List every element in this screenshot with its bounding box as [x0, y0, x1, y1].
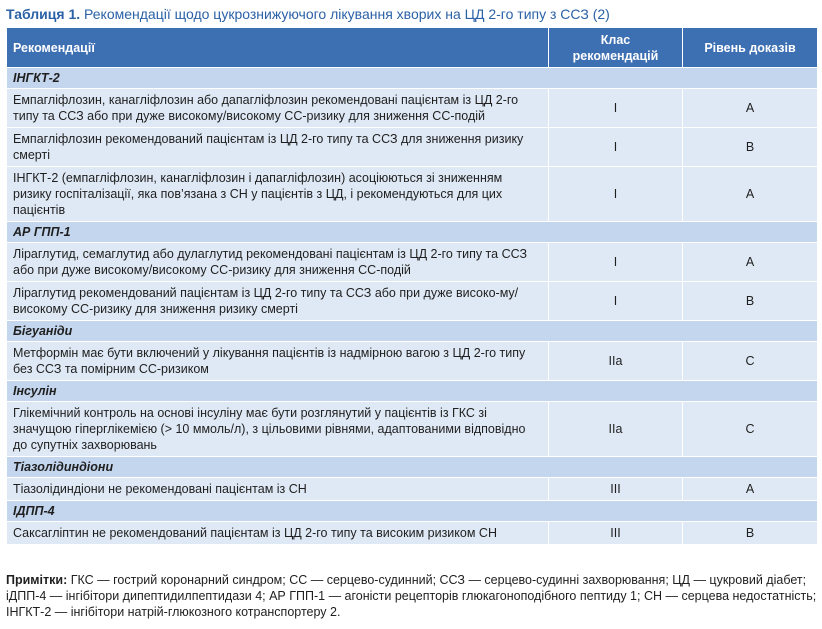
- recommendation-cell: Ліраглутид рекомендований пацієнтам із Ц…: [6, 281, 549, 321]
- table-row: Ліраглутид, семаглутид або дулаглутид ре…: [6, 242, 818, 282]
- section-row: ІНГКТ-2: [6, 67, 818, 89]
- notes-label: Примітки:: [6, 573, 68, 587]
- recommendation-cell: Емпагліфлозин, канагліфлозин або дапаглі…: [6, 88, 549, 128]
- table-row: Глікемічний контроль на основі інсуліну …: [6, 401, 818, 457]
- header-level: Рівень доказів: [682, 27, 818, 68]
- header-class-line2: рекомендацій: [572, 48, 659, 63]
- class-cell: III: [548, 477, 683, 501]
- section-title: ІНГКТ-2: [6, 67, 818, 89]
- header-class: Клас рекомендацій: [548, 27, 683, 68]
- header-class-line1: Клас: [600, 32, 631, 47]
- table-row: Саксагліптин не рекомендований пацієнтам…: [6, 521, 818, 545]
- recommendations-table: Рекомендації Клас рекомендацій Рівень до…: [6, 27, 818, 545]
- section-title: ІДПП-4: [6, 500, 818, 522]
- level-cell: C: [682, 341, 818, 381]
- class-cell: IIa: [548, 341, 683, 381]
- table-row: Емпагліфлозин рекомендований пацієнтам і…: [6, 127, 818, 167]
- notes-text: ГКС — гострий коронарний синдром; СС — с…: [6, 573, 817, 619]
- class-cell: I: [548, 281, 683, 321]
- section-row: АР ГПП-1: [6, 221, 818, 243]
- level-cell: B: [682, 281, 818, 321]
- class-cell: I: [548, 166, 683, 222]
- section-title: Інсулін: [6, 380, 818, 402]
- header-recommendations: Рекомендації: [6, 27, 549, 68]
- class-cell: I: [548, 127, 683, 167]
- table-body: ІНГКТ-2 Емпагліфлозин, канагліфлозин або …: [6, 67, 818, 545]
- table-caption: Таблиця 1. Рекомендації щодо цукрознижую…: [6, 4, 610, 24]
- level-cell: C: [682, 401, 818, 457]
- section-row: Тіазолідиндіони: [6, 456, 818, 478]
- level-cell: B: [682, 521, 818, 545]
- class-cell: IIa: [548, 401, 683, 457]
- class-cell: I: [548, 88, 683, 128]
- section-title: АР ГПП-1: [6, 221, 818, 243]
- level-cell: A: [682, 242, 818, 282]
- section-row: Інсулін: [6, 380, 818, 402]
- recommendation-cell: Тіазолідиндіони не рекомендовані пацієнт…: [6, 477, 549, 501]
- table-row: Ліраглутид рекомендований пацієнтам із Ц…: [6, 281, 818, 321]
- table-row: Метформін має бути включений у лікування…: [6, 341, 818, 381]
- section-row: ІДПП-4: [6, 500, 818, 522]
- caption-label: Таблиця 1.: [6, 6, 81, 22]
- class-cell: I: [548, 242, 683, 282]
- recommendation-cell: Метформін має бути включений у лікування…: [6, 341, 549, 381]
- class-cell: III: [548, 521, 683, 545]
- recommendation-cell: ІНГКТ-2 (емпагліфлозин, канагліфлозин і …: [6, 166, 549, 222]
- recommendation-cell: Саксагліптин не рекомендований пацієнтам…: [6, 521, 549, 545]
- recommendation-cell: Глікемічний контроль на основі інсуліну …: [6, 401, 549, 457]
- section-title: Тіазолідиндіони: [6, 456, 818, 478]
- level-cell: A: [682, 166, 818, 222]
- level-cell: A: [682, 88, 818, 128]
- section-row: Бігуаніди: [6, 320, 818, 342]
- table-row: Емпагліфлозин, канагліфлозин або дапаглі…: [6, 88, 818, 128]
- recommendation-cell: Емпагліфлозин рекомендований пацієнтам і…: [6, 127, 549, 167]
- level-cell: A: [682, 477, 818, 501]
- level-cell: B: [682, 127, 818, 167]
- table-row: Тіазолідиндіони не рекомендовані пацієнт…: [6, 477, 818, 501]
- table-row: ІНГКТ-2 (емпагліфлозин, канагліфлозин і …: [6, 166, 818, 222]
- caption-text: Рекомендації щодо цукрознижуючого лікува…: [84, 6, 610, 22]
- recommendation-cell: Ліраглутид, семаглутид або дулаглутид ре…: [6, 242, 549, 282]
- table-header-row: Рекомендації Клас рекомендацій Рівень до…: [6, 27, 818, 68]
- section-title: Бігуаніди: [6, 320, 818, 342]
- table-notes: Примітки: ГКС — гострий коронарний синдр…: [6, 572, 818, 620]
